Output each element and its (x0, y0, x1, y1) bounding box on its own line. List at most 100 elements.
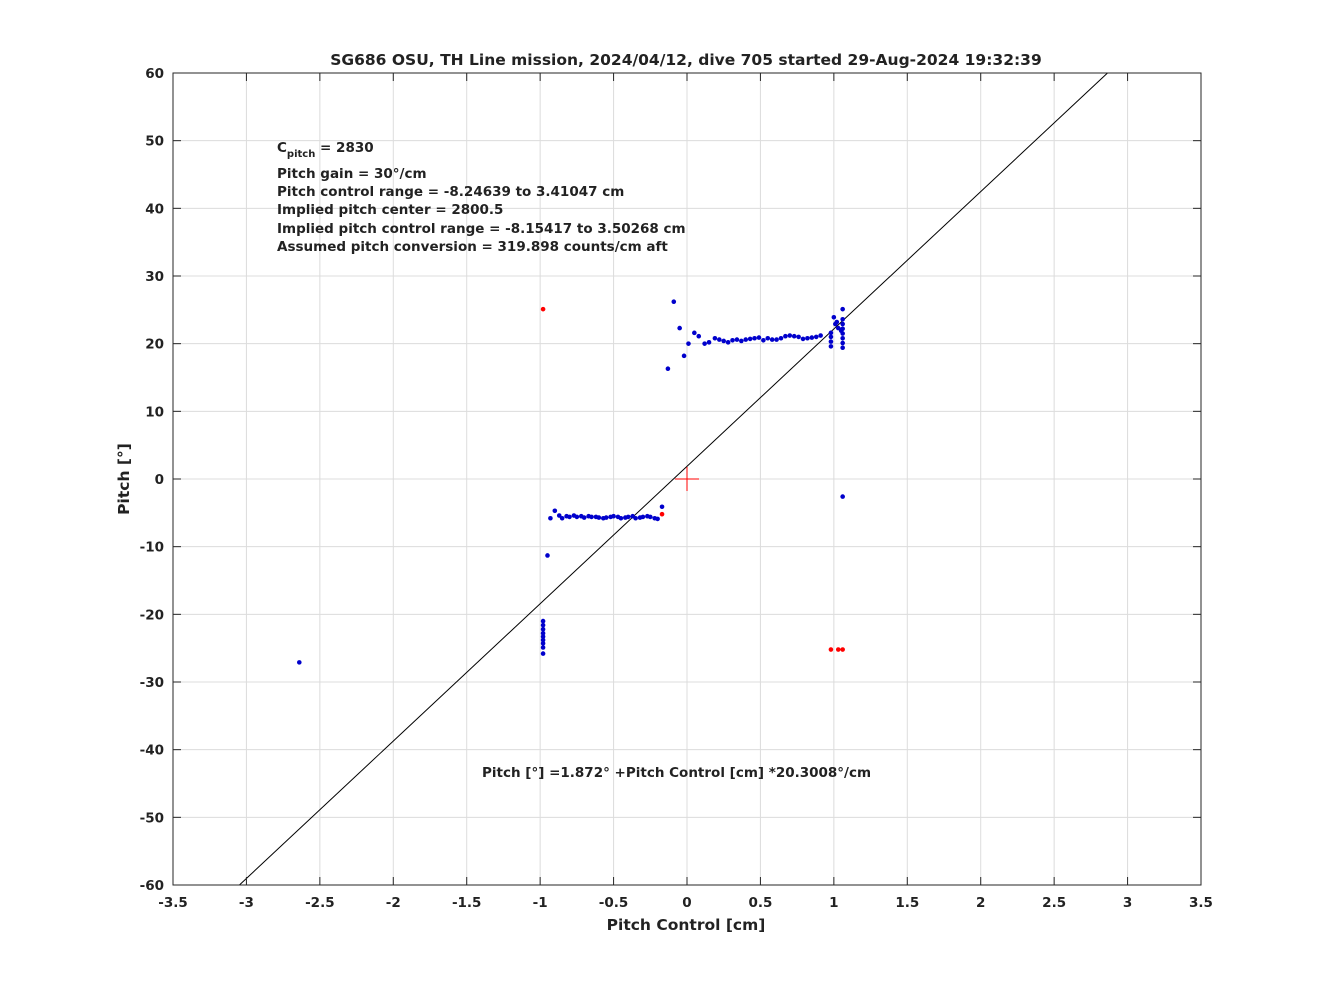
data-point (730, 337, 735, 343)
parameter-annotations: Cpitch = 2830 Pitch gain = 30°/cm Pitch … (277, 140, 686, 255)
y-tick-label: -30 (140, 675, 164, 691)
c-pitch-symbol: C (277, 140, 287, 156)
data-point (540, 626, 546, 632)
data-point (540, 630, 546, 636)
data-point (778, 335, 784, 341)
pitch-gain-annotation: Pitch gain = 30°/cm (277, 166, 427, 182)
chart-title: SG686 OSU, TH Line mission, 2024/04/12, … (330, 51, 1042, 69)
x-tick-label: 0.5 (748, 895, 772, 911)
data-point (717, 337, 722, 342)
y-tick-label: -20 (140, 607, 164, 623)
data-point (831, 314, 837, 320)
x-axis-label: Pitch Control [cm] (607, 916, 766, 934)
x-tick-label: -2 (386, 895, 401, 911)
implied-pitch-control-range-annotation: Implied pitch control range = -8.15417 t… (277, 221, 686, 237)
data-point (296, 660, 302, 665)
data-point (692, 330, 697, 336)
y-tick-label: 10 (145, 404, 164, 420)
data-point (556, 513, 562, 518)
data-point (581, 515, 587, 520)
data-point (702, 341, 707, 346)
data-point (840, 326, 845, 332)
data-point (540, 641, 546, 646)
c-pitch-annotation: Cpitch = 2830 (277, 140, 374, 160)
data-point (696, 333, 702, 339)
data-point (765, 335, 771, 341)
data-point (840, 340, 845, 346)
data-point (787, 333, 793, 338)
x-tick-label: 2.5 (1042, 895, 1066, 911)
data-point (574, 514, 580, 520)
data-point (840, 317, 845, 322)
implied-pitch-center-annotation: Implied pitch center = 2800.5 (277, 202, 503, 218)
data-point (603, 515, 609, 520)
data-point (540, 618, 546, 624)
data-point (640, 514, 646, 520)
data-point (725, 340, 731, 345)
data-point (706, 340, 712, 345)
y-tick-label: -10 (140, 540, 164, 556)
data-point (747, 336, 753, 342)
y-tick-label: 30 (145, 269, 164, 285)
data-point (835, 325, 841, 331)
data-point (540, 622, 546, 628)
data-point (633, 515, 638, 521)
x-tick-label: 3.5 (1189, 895, 1213, 911)
data-point (712, 335, 718, 341)
y-tick-label: -40 (140, 743, 164, 759)
data-point (840, 345, 845, 351)
data-point (783, 333, 788, 339)
y-tick-labels: -60 -50 -40 -30 -20 -10 0 10 20 30 40 50 60 (140, 66, 164, 894)
data-point (739, 338, 744, 344)
x-tick-label: -0.5 (599, 895, 629, 911)
y-tick-label: 0 (155, 472, 164, 488)
pitch-control-range-annotation: Pitch control range = -8.24639 to 3.4104… (277, 184, 624, 200)
data-point (840, 494, 845, 499)
x-tick-label: 1.5 (895, 895, 919, 911)
gridlines (172, 72, 1202, 886)
data-point (791, 333, 797, 339)
data-point (828, 334, 834, 340)
data-point (540, 651, 546, 656)
data-point (567, 514, 572, 520)
data-point (618, 515, 624, 521)
x-tick-label: -2.5 (305, 895, 335, 911)
data-point (596, 515, 602, 520)
data-points (296, 299, 845, 665)
data-point (840, 331, 845, 336)
center-marker (675, 467, 699, 491)
data-point (805, 335, 810, 341)
data-point (671, 299, 677, 305)
y-tick-label: 40 (145, 201, 164, 217)
tick-marks (172, 72, 1202, 886)
fit-line (239, 72, 1108, 886)
data-point (552, 508, 558, 514)
data-point (809, 335, 815, 340)
x-tick-label: 0 (682, 895, 691, 911)
data-point (796, 334, 801, 340)
c-pitch-subscript: pitch (287, 149, 315, 160)
data-point (834, 319, 840, 325)
data-point (840, 321, 845, 327)
data-point (540, 645, 546, 650)
data-point (828, 344, 834, 349)
fit-line-group (239, 72, 1108, 886)
y-tick-label: 20 (145, 337, 164, 353)
data-point (734, 337, 740, 342)
data-point (625, 514, 631, 520)
data-point (677, 325, 682, 331)
data-point (769, 337, 775, 342)
data-point (659, 504, 665, 510)
data-point (774, 337, 779, 342)
data-point (655, 516, 660, 522)
data-point (540, 637, 546, 643)
data-point (828, 330, 834, 336)
flagged-data-point (828, 647, 834, 652)
flagged-data-point (835, 647, 841, 652)
data-point (818, 333, 823, 338)
data-point (589, 514, 594, 520)
data-point (813, 334, 819, 340)
x-tick-label: -3 (239, 895, 254, 911)
y-tick-label: -50 (140, 810, 164, 826)
data-point (721, 338, 727, 344)
